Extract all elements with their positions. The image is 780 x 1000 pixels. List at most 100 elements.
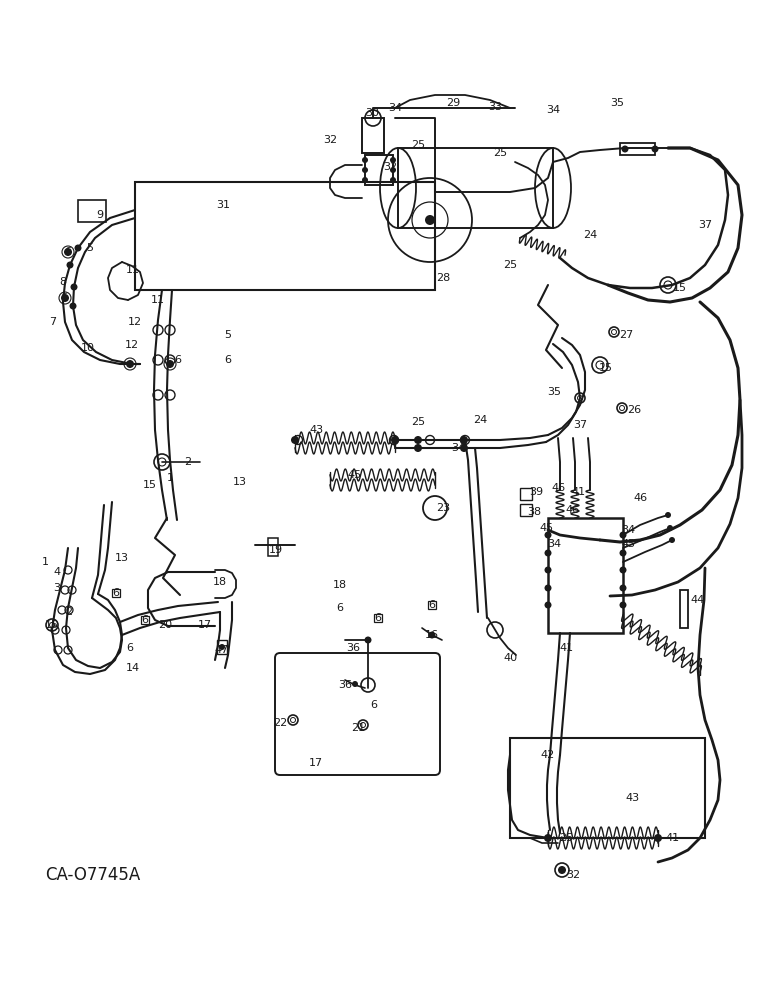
Text: 25: 25 [493, 148, 507, 158]
Text: 45: 45 [348, 470, 362, 480]
Text: 34: 34 [451, 443, 465, 453]
Text: 35: 35 [547, 387, 561, 397]
Text: 34: 34 [547, 539, 561, 549]
Text: 11: 11 [151, 295, 165, 305]
Text: 43: 43 [309, 425, 323, 435]
Text: 6: 6 [374, 613, 381, 623]
Text: 35: 35 [610, 98, 624, 108]
Bar [362, 118, 384, 153]
Text: 44: 44 [691, 595, 705, 605]
Circle shape [362, 157, 368, 163]
Circle shape [219, 644, 225, 650]
Text: 41: 41 [571, 487, 585, 497]
Circle shape [544, 566, 551, 574]
Text: 24: 24 [583, 230, 597, 240]
Text: 46: 46 [565, 505, 579, 515]
Bar [374, 614, 382, 622]
Text: 37: 37 [698, 220, 712, 230]
Circle shape [75, 244, 81, 251]
Text: 28: 28 [436, 273, 450, 283]
Text: 40: 40 [503, 653, 517, 663]
Circle shape [428, 632, 435, 639]
Bar [112, 589, 120, 597]
Text: 19: 19 [269, 545, 283, 555]
Circle shape [558, 866, 566, 874]
Circle shape [69, 302, 76, 310]
Text: 15: 15 [599, 363, 613, 373]
Text: 24: 24 [473, 415, 488, 425]
Text: 42: 42 [541, 750, 555, 760]
Circle shape [619, 532, 626, 538]
Circle shape [390, 177, 396, 183]
Text: 26: 26 [627, 405, 641, 415]
Text: 22: 22 [273, 718, 287, 728]
Text: 32: 32 [383, 162, 397, 172]
Text: 6: 6 [428, 600, 435, 610]
Bar [141, 616, 149, 624]
Circle shape [70, 284, 77, 290]
Circle shape [619, 601, 626, 608]
Circle shape [66, 261, 73, 268]
Text: 6: 6 [175, 355, 182, 365]
Text: 6: 6 [225, 355, 232, 365]
Text: 45: 45 [539, 523, 553, 533]
Circle shape [544, 550, 551, 556]
Circle shape [665, 512, 671, 518]
Text: 30: 30 [365, 108, 379, 118]
Text: 6: 6 [65, 247, 72, 257]
Text: 13: 13 [233, 477, 247, 487]
Circle shape [64, 248, 72, 256]
Bar [268, 538, 278, 556]
Text: 33: 33 [488, 102, 502, 112]
Text: 41: 41 [666, 833, 680, 843]
Text: 34: 34 [388, 103, 402, 113]
Text: 16: 16 [425, 630, 439, 640]
Text: 21: 21 [351, 723, 365, 733]
Text: 7: 7 [49, 317, 57, 327]
Bar [548, 518, 623, 633]
Text: 6: 6 [141, 615, 148, 625]
Text: 23: 23 [436, 503, 450, 513]
Text: 3: 3 [54, 583, 61, 593]
Text: 9: 9 [97, 210, 104, 220]
Text: CA-O7745A: CA-O7745A [45, 866, 140, 884]
Bar [510, 738, 705, 838]
Text: 18: 18 [213, 577, 227, 587]
Text: 2: 2 [66, 607, 73, 617]
Text: 13: 13 [115, 553, 129, 563]
Circle shape [364, 637, 371, 644]
Text: 5: 5 [225, 330, 232, 340]
Circle shape [544, 601, 551, 608]
Bar [135, 182, 435, 290]
Text: 32: 32 [323, 135, 337, 145]
Bar [520, 504, 532, 516]
Bar [680, 590, 688, 628]
Circle shape [166, 360, 174, 368]
Text: 25: 25 [411, 140, 425, 150]
Circle shape [414, 444, 422, 452]
Text: 36: 36 [346, 643, 360, 653]
Text: 6: 6 [336, 603, 343, 613]
Text: 15: 15 [45, 620, 59, 630]
Text: 11: 11 [126, 265, 140, 275]
Text: 43: 43 [625, 793, 639, 803]
Text: 38: 38 [527, 507, 541, 517]
Text: 18: 18 [333, 580, 347, 590]
Circle shape [362, 167, 368, 173]
Circle shape [414, 436, 422, 444]
Circle shape [667, 525, 673, 531]
Circle shape [619, 566, 626, 574]
Circle shape [622, 145, 629, 152]
Text: 5: 5 [87, 243, 94, 253]
Circle shape [352, 681, 358, 687]
Circle shape [544, 584, 551, 591]
Text: 31: 31 [216, 200, 230, 210]
Text: 1: 1 [166, 473, 173, 483]
Circle shape [619, 550, 626, 556]
Bar [78, 200, 106, 222]
Text: 25: 25 [411, 417, 425, 427]
Circle shape [390, 167, 396, 173]
Text: 47: 47 [215, 645, 229, 655]
Bar [398, 148, 553, 228]
Text: 17: 17 [309, 758, 323, 768]
